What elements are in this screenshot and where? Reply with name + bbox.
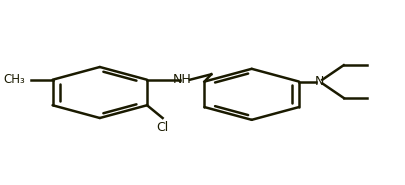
Text: NH: NH [173, 73, 192, 86]
Text: CH₃: CH₃ [4, 73, 26, 86]
Text: Cl: Cl [156, 121, 169, 134]
Text: N: N [315, 75, 324, 88]
